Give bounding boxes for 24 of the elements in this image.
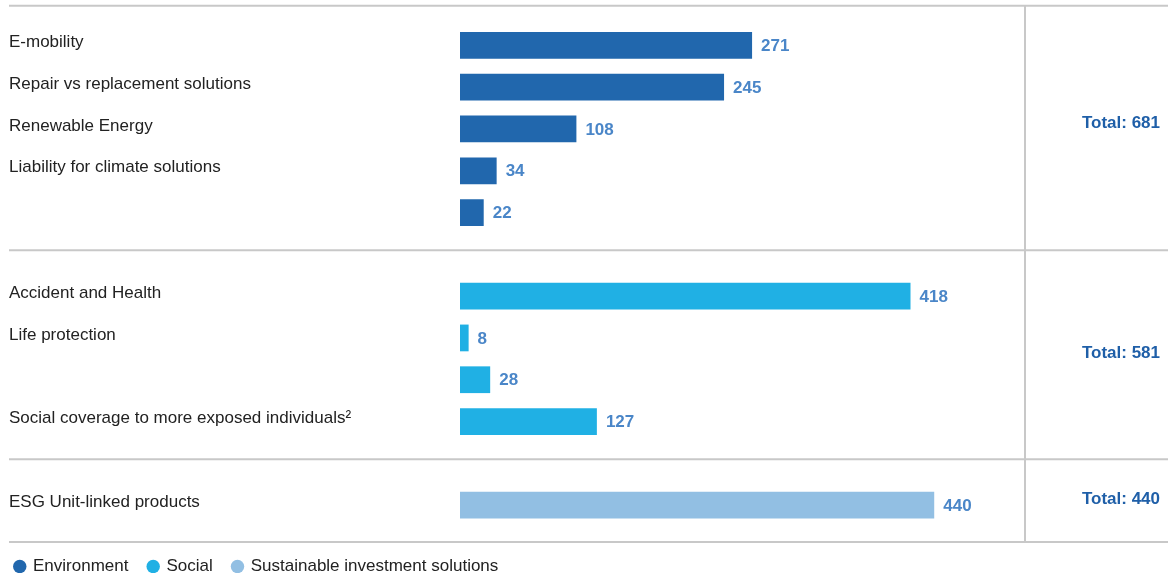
y-tick-label: Renewable Energy [9,115,154,135]
data-label: 22 [492,203,512,223]
data-label: 271 [761,36,790,56]
data-label: 127 [605,412,635,432]
legend-label: Environment [33,556,129,573]
legend-label: Sustainable investment solutions [250,556,499,573]
text: Total: 440 [1081,488,1160,508]
data-label: 34 [505,161,526,181]
legend-label: Social [166,556,213,573]
data-label: 28 [499,370,519,390]
data-label: 245 [733,77,762,97]
text: Total: 581 [1081,342,1160,362]
y-tick-label: Accident and Health [9,282,162,302]
y-tick-label: Repair vs replacement solutions [9,73,251,93]
data-label: 418 [919,286,948,306]
data-label: 108 [585,119,614,139]
y-tick-label: Life protection [9,324,116,344]
data-label: 440 [943,495,972,515]
y-tick-label: Liability for climate solutions [9,157,221,177]
y-tick-label: ESG Unit-linked products [9,491,200,511]
y-tick-label: E-mobility [9,32,85,52]
y-tick-label: Social coverage to more exposed individuals² [9,408,352,428]
data-label: 8 [477,328,488,348]
text: Total: 681 [1081,112,1160,132]
